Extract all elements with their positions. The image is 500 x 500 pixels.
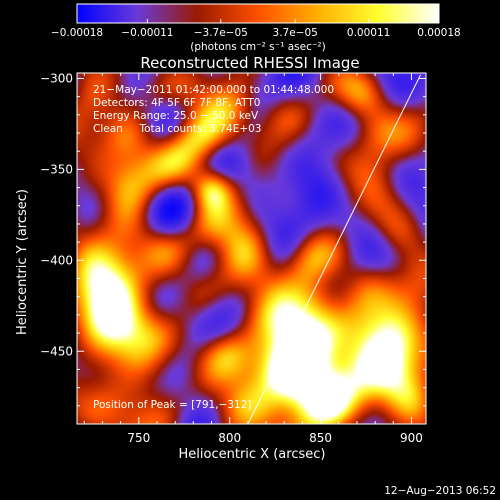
colorbar-ticks: −0.00018 −0.00011 −3.7e−05 3.7e−05 0.00011 0.…	[51, 19, 461, 39]
colorbar-tick-label: −0.00011	[121, 27, 173, 39]
y-tick-label: −350	[40, 162, 73, 176]
x-tick-label: 850	[309, 431, 332, 445]
colorbar	[76, 3, 440, 24]
y-tick-label: −300	[40, 71, 73, 85]
colorbar-tick-label: 0.00011	[347, 27, 390, 39]
colorbar-units: (photons cm⁻² s⁻¹ asec⁻²)	[190, 41, 325, 53]
annotation-line-2: Detectors: 4F 5F 6F 7F 8F, ATT0	[93, 97, 260, 109]
heatmap-image	[77, 73, 426, 424]
limb-line	[247, 74, 421, 424]
chart-title: Reconstructed RHESSI Image	[140, 54, 359, 72]
y-axis-label: Heliocentric Y (arcsec)	[15, 189, 30, 335]
y-tick-label: −450	[40, 344, 73, 358]
x-axis: 750 800 850 900	[83, 73, 423, 445]
y-tick-label: −400	[40, 253, 73, 267]
y-axis: −300 −350 −400 −450	[40, 71, 426, 425]
peak-position-label: Position of Peak = [791,−312]	[93, 399, 252, 411]
colorbar-tick-label: −3.7e−05	[194, 27, 248, 39]
footer-timestamp: 12−Aug−2013 06:52	[384, 485, 496, 497]
x-tick-label: 750	[127, 431, 150, 445]
x-axis-label: Heliocentric X (arcsec)	[179, 447, 326, 462]
annotation-line-3: Energy Range: 25.0 − 50.0 keV	[93, 110, 259, 122]
x-tick-label: 900	[400, 431, 423, 445]
colorbar-tick-label: −0.00018	[51, 27, 103, 39]
annotation-line-1: 21−May−2011 01:42:00.000 to 01:44:48.000	[93, 84, 334, 96]
annotation-line-4: Clean Total counts: 3.74E+03	[93, 123, 262, 135]
colorbar-tick-label: 3.7e−05	[273, 27, 318, 39]
x-tick-label: 800	[218, 431, 241, 445]
colorbar-tick-label: 0.00018	[417, 27, 460, 39]
plot-frame	[76, 72, 427, 425]
